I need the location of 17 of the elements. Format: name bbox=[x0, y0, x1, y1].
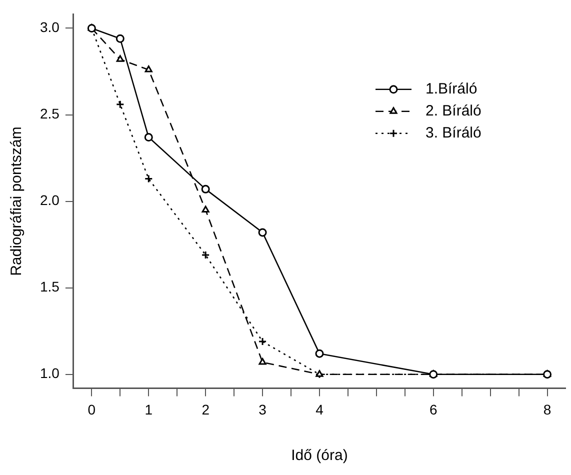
x-tick-label: 4 bbox=[316, 401, 324, 418]
legend-label: 3. Bíráló bbox=[426, 124, 482, 142]
y-tick-label: 1.5 bbox=[40, 278, 60, 295]
y-tick-label: 2.0 bbox=[40, 192, 60, 208]
y-tick-label: 2.5 bbox=[40, 106, 60, 122]
legend-label: 2. Bíráló bbox=[426, 102, 482, 120]
x-tick-label: 6 bbox=[429, 401, 438, 418]
y-axis-title: Radiográfiai pontszám bbox=[8, 126, 26, 276]
y-tick-label: 3.0 bbox=[40, 19, 60, 36]
x-axis-title: Idő (óra) bbox=[291, 447, 348, 464]
x-tick-label: 0 bbox=[88, 401, 96, 418]
x-tick-label: 8 bbox=[543, 401, 552, 418]
legend-label: 1.Bíráló bbox=[426, 80, 478, 98]
x-tick-label: 1 bbox=[144, 401, 153, 418]
y-tick-label: 1.0 bbox=[40, 365, 60, 382]
x-tick-label: 2 bbox=[202, 401, 210, 418]
x-tick-label: 3 bbox=[258, 401, 267, 418]
